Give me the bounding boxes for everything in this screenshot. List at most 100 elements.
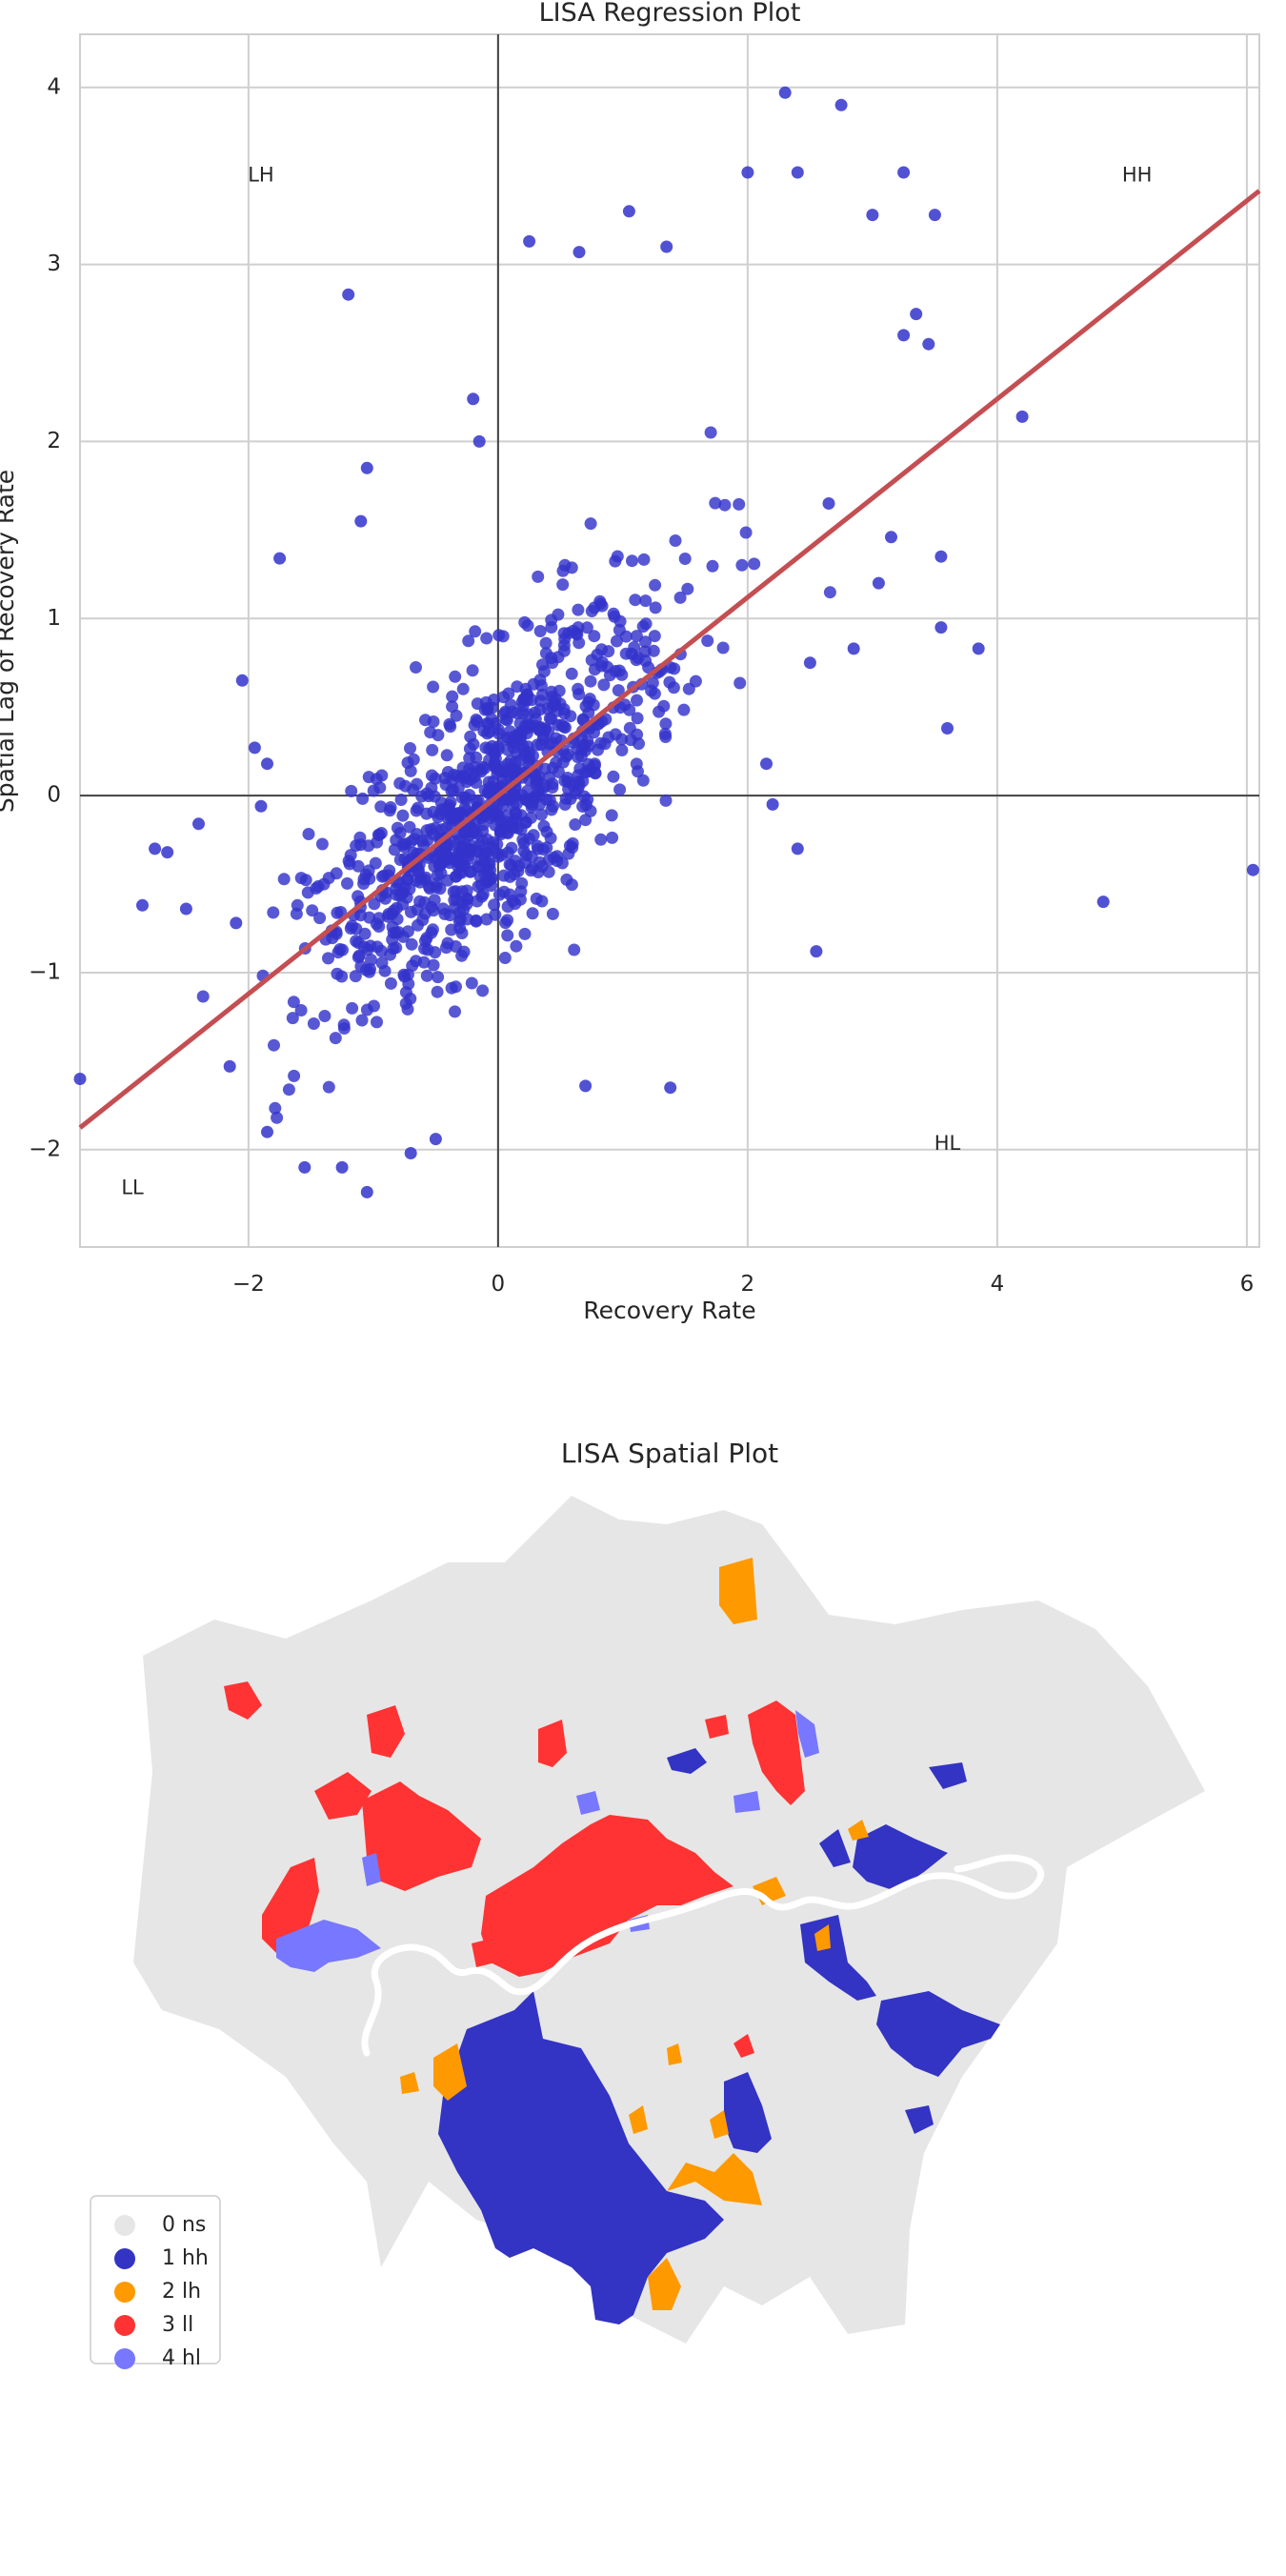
data-point	[498, 733, 512, 746]
data-point	[404, 905, 417, 918]
data-point	[322, 1080, 335, 1094]
data-point	[288, 1069, 301, 1082]
data-point	[677, 703, 691, 716]
data-point	[546, 777, 559, 791]
y-tick-label: 0	[47, 783, 61, 808]
data-points	[73, 86, 1259, 1198]
data-point	[318, 1010, 332, 1022]
data-point	[254, 799, 268, 813]
data-point	[689, 674, 702, 688]
data-point	[322, 872, 335, 885]
data-point	[565, 878, 578, 892]
data-point	[589, 766, 602, 779]
data-point	[269, 1101, 282, 1115]
data-point	[440, 749, 453, 762]
data-point	[355, 1014, 369, 1027]
data-point	[395, 886, 409, 899]
data-point	[872, 576, 885, 590]
data-point	[594, 833, 608, 846]
region-hl-e	[733, 1791, 760, 1813]
data-point	[458, 826, 472, 839]
data-point	[415, 835, 429, 847]
data-point	[622, 205, 635, 218]
data-point	[362, 839, 375, 853]
data-point	[523, 832, 535, 845]
data-point	[136, 898, 149, 912]
data-point	[403, 820, 416, 834]
data-point	[733, 497, 746, 511]
data-point	[149, 842, 162, 855]
region-hh-mid	[724, 2072, 772, 2153]
data-point	[474, 878, 488, 892]
data-point	[367, 784, 380, 797]
data-point	[778, 86, 792, 99]
data-point	[461, 893, 474, 906]
data-point	[527, 677, 540, 691]
data-point	[426, 743, 439, 756]
data-point	[539, 647, 553, 660]
data-point	[413, 875, 427, 889]
data-point	[501, 757, 514, 771]
data-point	[623, 721, 636, 735]
data-point	[384, 976, 397, 990]
data-point	[489, 818, 502, 832]
data-point	[459, 793, 472, 806]
data-point	[613, 783, 627, 796]
data-point	[645, 684, 658, 697]
data-point	[733, 676, 747, 690]
region-hl-n	[576, 1791, 600, 1815]
data-point	[396, 897, 410, 911]
data-point	[579, 1079, 593, 1093]
data-point	[345, 784, 358, 797]
data-point	[716, 641, 730, 654]
region-ns-base	[133, 1496, 1205, 2344]
data-point	[534, 808, 548, 821]
legend-marker	[114, 2215, 135, 2236]
legend-label: 2 lh	[162, 2280, 201, 2304]
data-point	[532, 866, 545, 878]
data-point	[639, 617, 653, 631]
map-legend: 0 ns 1 hh 2 lh 3 ll 4 hl	[90, 2195, 221, 2370]
data-point	[445, 784, 458, 797]
data-point	[322, 952, 334, 965]
data-point	[910, 308, 923, 321]
data-point	[384, 801, 397, 814]
data-point	[356, 792, 370, 805]
data-point	[455, 949, 469, 962]
data-point	[261, 1125, 273, 1138]
data-point	[533, 625, 547, 637]
data-point	[398, 853, 412, 866]
data-point	[441, 936, 454, 950]
river-thames	[361, 1854, 1044, 2057]
region-lh-mid1	[629, 2105, 648, 2134]
data-point	[510, 939, 523, 953]
data-point	[404, 1147, 417, 1159]
data-point	[464, 730, 477, 743]
data-point	[273, 552, 287, 565]
data-point	[599, 713, 613, 726]
region-lh-w	[400, 2072, 419, 2094]
data-point	[559, 792, 573, 805]
data-point	[445, 923, 458, 936]
data-point	[235, 674, 249, 687]
data-point	[718, 498, 732, 512]
data-point	[472, 434, 486, 448]
data-point	[411, 777, 424, 791]
data-point	[803, 656, 816, 670]
data-point	[525, 850, 538, 863]
data-point	[497, 691, 510, 704]
data-point	[271, 1111, 284, 1124]
data-point	[673, 591, 687, 604]
data-point	[542, 865, 555, 878]
data-point	[459, 804, 472, 817]
data-point	[619, 647, 633, 660]
region-ll-nw2	[224, 1681, 262, 1720]
data-point	[277, 873, 291, 886]
data-point	[449, 670, 462, 683]
data-point	[456, 682, 470, 695]
data-point	[791, 842, 804, 855]
data-point	[223, 1059, 236, 1073]
region-lh-s2	[648, 2258, 681, 2310]
data-point	[470, 714, 483, 726]
x-tick-label: 0	[492, 1272, 506, 1297]
